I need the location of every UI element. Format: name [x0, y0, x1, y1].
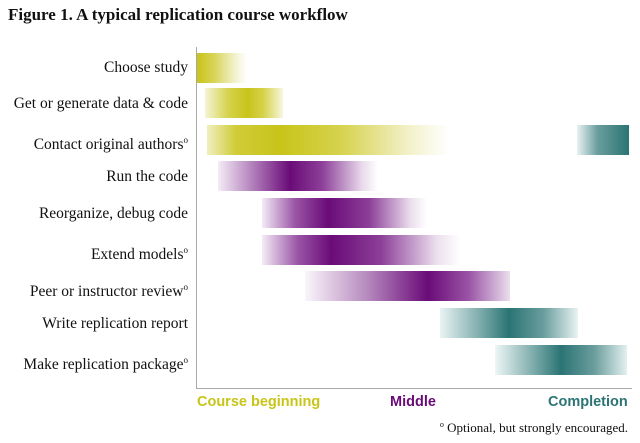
bar-contact-authors-completion	[577, 125, 629, 155]
phase-label-middle: Middle	[390, 394, 436, 410]
task-label-report: Write replication report	[42, 315, 188, 332]
optional-marker: o	[183, 355, 189, 365]
task-label-package: Make replication packageo	[23, 355, 189, 373]
optional-marker: o	[183, 282, 189, 292]
task-label-choose-study: Choose study	[104, 59, 188, 76]
footnote-marker: o	[439, 420, 444, 429]
task-label-get-data: Get or generate data & code	[13, 95, 188, 112]
bar-report	[440, 308, 578, 338]
figure-title: Figure 1. A typical replication course w…	[8, 5, 348, 24]
task-label-review: Peer or instructor reviewo	[29, 282, 189, 300]
task-label-run-code: Run the code	[106, 168, 188, 185]
x-axis-line	[196, 388, 632, 389]
optional-marker: o	[183, 245, 189, 255]
bar-package	[495, 345, 627, 375]
bar-reorganize	[262, 198, 427, 228]
optional-marker: o	[183, 135, 189, 145]
task-label-reorganize: Reorganize, debug code	[38, 205, 188, 222]
footnote: o Optional, but strongly encouraged.	[439, 420, 628, 435]
bar-choose-study	[197, 53, 247, 83]
bar-run-code	[218, 161, 378, 191]
task-label-extend-models: Extend modelso	[90, 245, 189, 263]
y-axis-line	[196, 47, 197, 388]
bar-contact-authors	[207, 125, 449, 155]
task-label-contact-authors: Contact original authorso	[33, 135, 189, 153]
bar-review	[305, 271, 510, 301]
phase-label-completion: Completion	[548, 394, 628, 410]
phase-label-beginning: Course beginning	[197, 394, 321, 410]
bar-extend-models	[262, 235, 460, 265]
bar-get-data	[205, 88, 283, 118]
